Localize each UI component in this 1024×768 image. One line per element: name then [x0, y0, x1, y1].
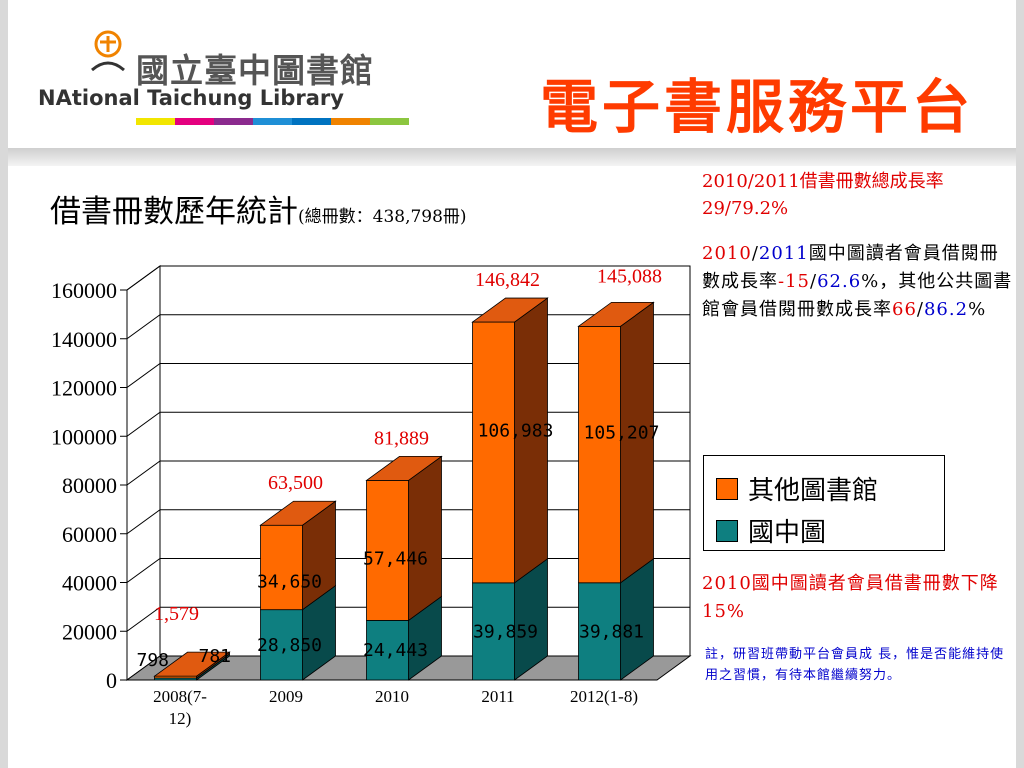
library-logo: 國立臺中圖書館 NAtional Taichung Library: [38, 30, 409, 130]
data-label-other-libraries: 106,983: [478, 420, 554, 441]
y-tick-label: 80000: [62, 473, 117, 498]
growth-value-2: 62.6: [817, 271, 862, 292]
data-label-total: 63,500: [268, 472, 323, 494]
y-tick-label: 40000: [62, 571, 117, 596]
bar-other-libraries: [260, 524, 303, 611]
bar-other-libraries-top: [259, 500, 337, 526]
data-label-ntl: 798: [137, 650, 170, 671]
slash: /: [751, 243, 759, 264]
logo-stripe: [253, 118, 292, 125]
x-category-label: 2008(7-: [153, 687, 207, 706]
growth-value-1: -15: [778, 271, 810, 292]
legend-item-other-libraries: 其他圖書館: [716, 470, 878, 507]
bar-other-libraries-side: [408, 455, 442, 622]
member-growth-text1: 國中圖讀者會員借閱冊數成長率: [702, 243, 999, 292]
data-label-ntl: 24,443: [363, 640, 428, 661]
y-tick-label: 120000: [51, 376, 117, 401]
legend-item-ntl: 國中圖: [716, 512, 826, 549]
bar-other-libraries-top: [577, 301, 655, 327]
left-frame-border: [0, 0, 8, 768]
y-gridline: [126, 265, 690, 291]
y-tick-label: 100000: [51, 424, 117, 449]
data-label-other-libraries: 781: [199, 646, 232, 667]
legend-swatch-ntl: [716, 519, 738, 542]
chart-title: 借書冊數歷年統計(總冊數：438,798冊): [50, 186, 467, 231]
percent-sign: %: [968, 299, 987, 320]
header-divider-band: [8, 148, 1016, 166]
slash: /: [916, 299, 924, 320]
data-label-total: 1,579: [154, 603, 199, 625]
legend-label-other-libraries: 其他圖書館: [748, 476, 879, 506]
bar-ntl: [472, 582, 515, 681]
data-label-other-libraries: 105,207: [584, 423, 660, 444]
chart-title-text: 借書冊數歷年統計: [50, 194, 298, 230]
bar-other-libraries: [472, 321, 515, 584]
year-2010: 2010: [702, 243, 752, 264]
y-tick-label: 0: [106, 668, 117, 693]
total-growth-note: 2010/2011借書冊數總成長率 29/79.2%: [702, 168, 1014, 222]
logo-chinese-name: 國立臺中圖書館: [136, 51, 374, 90]
logo-stripe: [292, 118, 331, 125]
library-emblem-icon: [91, 30, 125, 72]
bar-other-libraries: [578, 325, 621, 584]
bar-ntl: [366, 620, 409, 681]
logo-english-name: NAtional Taichung Library: [38, 86, 344, 110]
growth-value-3: 66: [892, 299, 917, 320]
legend-label-ntl: 國中圖: [748, 518, 827, 548]
chart-subtitle: (總冊數：438,798冊): [298, 207, 467, 227]
bar-ntl: [578, 582, 621, 681]
logo-stripe: [370, 118, 409, 125]
logo-stripe: [175, 118, 214, 125]
y-tick-label: 160000: [51, 278, 117, 303]
y-tick-label: 60000: [62, 522, 117, 547]
data-label-ntl: 39,881: [579, 621, 644, 642]
logo-color-stripes: [136, 118, 409, 125]
remark-note: 註，研習班帶動平台會員成 長，惟是否能維持使用之習慣，有待本館繼續努力。: [705, 647, 1005, 683]
x-category-label: 12): [169, 709, 192, 728]
data-label-total: 145,088: [597, 265, 662, 287]
data-label-ntl: 28,850: [257, 635, 322, 656]
member-growth-text2: %，其他公共圖書館會員借閱冊數成長率: [702, 271, 1013, 320]
growth-value-4: 86.2: [923, 299, 969, 320]
total-growth-line2: 29/79.2%: [702, 198, 789, 219]
x-category-label: 2011: [481, 687, 514, 706]
data-label-total: 146,842: [475, 269, 540, 291]
decline-note: 2010國中圖讀者會員借書冊數下降15%: [702, 573, 999, 622]
legend-swatch-other-libraries: [716, 477, 738, 500]
slide-title: 電子書服務平台: [540, 73, 975, 141]
data-label-other-libraries: 57,446: [363, 548, 428, 569]
stacked-bar-chart: 0 20000 40000 60000 80000 100000 120000 140000 1…: [51, 265, 692, 728]
data-label-ntl: 39,859: [473, 621, 538, 642]
total-growth-line1: 2010/2011借書冊數總成長率: [702, 171, 944, 192]
bar-ntl: [260, 609, 303, 681]
logo-stripe: [214, 118, 253, 125]
data-label-total: 81,889: [374, 427, 429, 449]
year-2011: 2011: [758, 243, 809, 264]
member-growth-note: 2010/2011國中圖讀者會員借閱冊數成長率-15/62.6%，其他公共圖書館…: [702, 240, 1014, 324]
x-category-label: 2010: [375, 687, 409, 706]
slash: /: [810, 271, 818, 292]
bar-other-libraries-top: [153, 651, 231, 677]
bar-other-libraries-top: [365, 455, 443, 481]
data-label-other-libraries: 34,650: [257, 572, 322, 593]
right-frame-border: [1016, 0, 1024, 768]
x-category-label: 2012(1-8): [570, 687, 638, 706]
bar-other-libraries-top: [471, 297, 549, 323]
logo-stripe: [331, 118, 370, 125]
bar-other-libraries: [366, 479, 409, 621]
y-tick-label: 20000: [62, 619, 117, 644]
x-category-label: 2009: [269, 687, 303, 706]
chart-legend: 其他圖書館 國中圖: [703, 455, 945, 551]
y-tick-label: 140000: [51, 327, 117, 352]
logo-stripe: [136, 118, 175, 125]
